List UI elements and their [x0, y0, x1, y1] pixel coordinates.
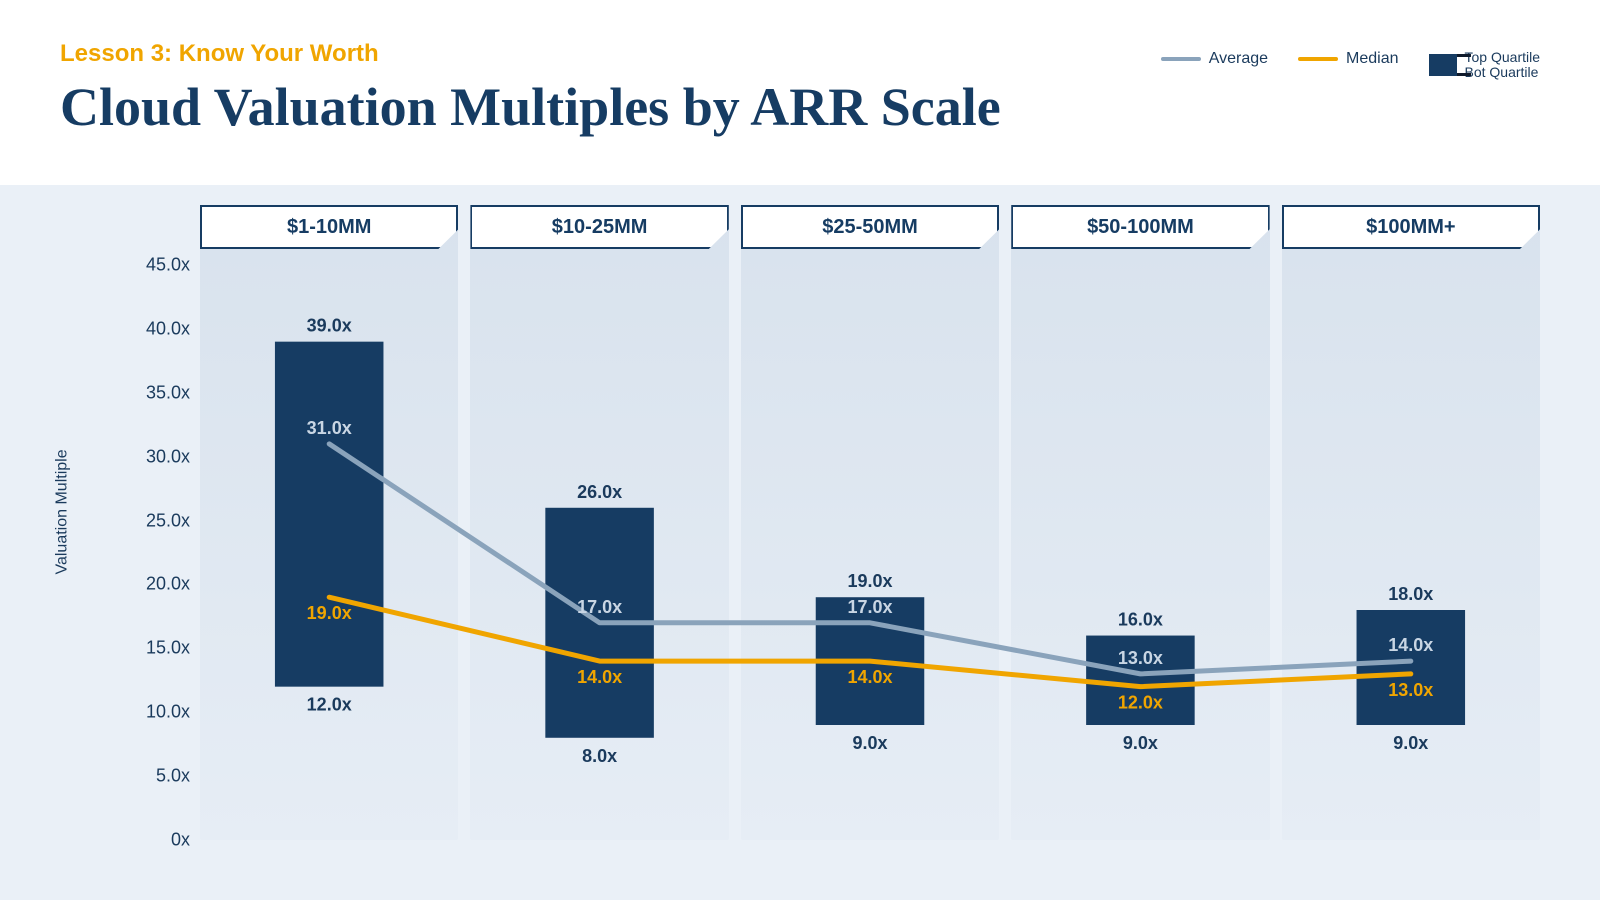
legend-median-label: Median — [1346, 50, 1398, 68]
category-header: $50-100MM — [1011, 205, 1269, 249]
top-quartile-label: 26.0x — [577, 482, 622, 502]
quartile-bar — [275, 342, 384, 687]
slide: Lesson 3: Know Your Worth Cloud Valuatio… — [0, 0, 1600, 900]
legend-bot-quartile-label: Bot Quartile — [1465, 65, 1540, 80]
subtitle: Lesson 3: Know Your Worth — [60, 40, 1001, 68]
category-header: $25-50MM — [741, 205, 999, 249]
legend: Average Median Top Quartile Bot Quartile — [1161, 40, 1540, 81]
category-header: $1-10MM — [200, 205, 458, 249]
bot-quartile-label: 12.0x — [307, 695, 352, 715]
legend-quartile: Top Quartile Bot Quartile — [1429, 50, 1540, 81]
y-tick: 30.0x — [146, 446, 190, 467]
top-quartile-label: 18.0x — [1388, 584, 1433, 604]
median-value-label: 14.0x — [577, 667, 622, 687]
y-tick: 25.0x — [146, 510, 190, 531]
chart-area: $1-10MM$10-25MM$25-50MM$50-100MM$100MM+ … — [0, 185, 1600, 900]
chart-svg: 39.0x 12.0x 26.0x 8.0x 19.0x 9.0x 16.0x 9.0x 18.… — [200, 265, 1540, 840]
bot-quartile-label: 8.0x — [582, 746, 617, 766]
average-value-label: 13.0x — [1118, 648, 1163, 668]
bot-quartile-label: 9.0x — [852, 733, 887, 753]
y-tick: 35.0x — [146, 382, 190, 403]
y-tick: 20.0x — [146, 574, 190, 595]
average-value-label: 17.0x — [847, 597, 892, 617]
bot-quartile-label: 9.0x — [1123, 733, 1158, 753]
chart-inner: $1-10MM$10-25MM$25-50MM$50-100MM$100MM+ … — [60, 205, 1540, 840]
top-quartile-label: 16.0x — [1118, 610, 1163, 630]
category-header: $10-25MM — [470, 205, 728, 249]
y-tick: 0x — [171, 830, 190, 851]
median-value-label: 19.0x — [307, 603, 352, 623]
legend-average: Average — [1161, 50, 1268, 68]
legend-quartile-swatch — [1429, 54, 1457, 76]
y-tick: 10.0x — [146, 702, 190, 723]
median-value-label: 14.0x — [847, 667, 892, 687]
top-quartile-label: 39.0x — [307, 316, 352, 336]
median-value-label: 13.0x — [1388, 680, 1433, 700]
legend-quartile-labels: Top Quartile Bot Quartile — [1465, 50, 1540, 81]
category-header: $100MM+ — [1282, 205, 1540, 249]
quartile-bar — [1357, 610, 1466, 725]
legend-average-swatch — [1161, 57, 1201, 61]
y-axis-label: Valuation Multiple — [54, 449, 72, 574]
header: Lesson 3: Know Your Worth Cloud Valuatio… — [0, 0, 1600, 158]
y-tick: 45.0x — [146, 255, 190, 276]
y-tick: 40.0x — [146, 318, 190, 339]
average-value-label: 14.0x — [1388, 635, 1433, 655]
y-tick: 15.0x — [146, 638, 190, 659]
page-title: Cloud Valuation Multiples by ARR Scale — [60, 76, 1001, 138]
median-value-label: 12.0x — [1118, 693, 1163, 713]
bot-quartile-label: 9.0x — [1393, 733, 1428, 753]
legend-median-swatch — [1298, 57, 1338, 61]
legend-average-label: Average — [1209, 50, 1268, 68]
average-value-label: 31.0x — [307, 418, 352, 438]
legend-median: Median — [1298, 50, 1398, 68]
y-axis: Valuation Multiple 0x5.0x10.0x15.0x20.0x… — [60, 265, 200, 840]
y-tick: 5.0x — [156, 766, 190, 787]
top-quartile-label: 19.0x — [847, 571, 892, 591]
average-value-label: 17.0x — [577, 597, 622, 617]
title-block: Lesson 3: Know Your Worth Cloud Valuatio… — [60, 40, 1001, 138]
plot-region: 39.0x 12.0x 26.0x 8.0x 19.0x 9.0x 16.0x 9.0x 18.… — [200, 265, 1540, 840]
legend-top-quartile-label: Top Quartile — [1465, 50, 1540, 65]
